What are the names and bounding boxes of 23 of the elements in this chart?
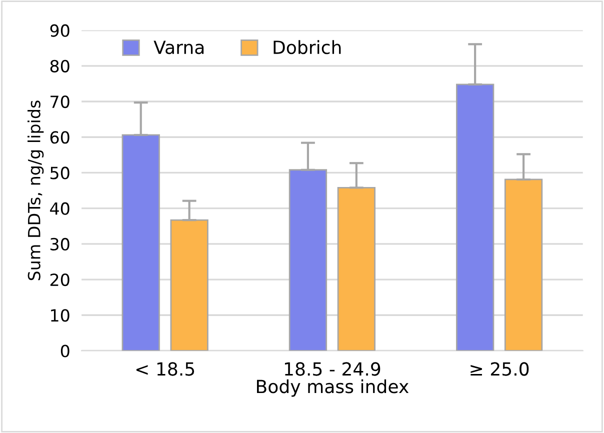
y-tick-label: 20 <box>50 273 70 286</box>
y-tick-label: 50 <box>50 166 70 180</box>
bar <box>456 84 494 351</box>
y-tick-label: 30 <box>50 238 70 250</box>
y-tick-label: 70 <box>50 95 70 108</box>
y-tick-label: 10 <box>51 309 70 322</box>
x-axis-title: Body mass index <box>257 379 409 397</box>
y-axis-title: Sum DDTs, ng/g lipids <box>28 100 44 280</box>
legend-label: Dobrich <box>274 40 341 54</box>
bar <box>337 186 376 351</box>
y-tick-label: 90 <box>50 24 70 37</box>
x-tick-label: < 18.5 <box>136 362 194 376</box>
bar <box>122 134 160 351</box>
y-tick-label: 40 <box>50 202 70 215</box>
legend-label: Varna <box>154 40 204 54</box>
y-tick-label: 60 <box>50 131 70 144</box>
bar <box>504 178 543 351</box>
y-tick-label: 0 <box>60 344 70 358</box>
y-tick-label: 80 <box>50 60 70 72</box>
bar <box>288 169 328 351</box>
x-tick-label: ≥ 25.0 <box>470 362 529 376</box>
x-tick-label: 18.5 - 24.9 <box>284 362 380 376</box>
bar <box>170 219 208 351</box>
